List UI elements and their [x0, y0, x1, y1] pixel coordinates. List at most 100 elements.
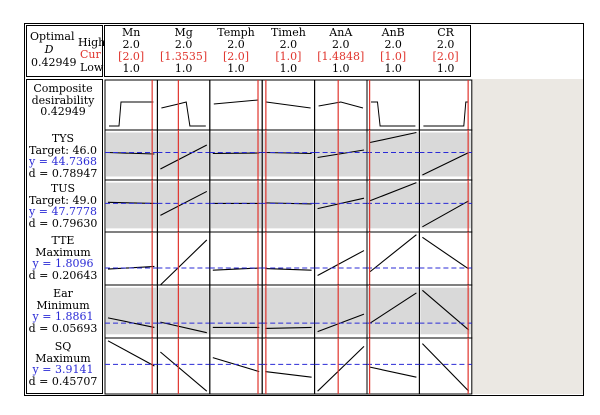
shaded-band [106, 182, 157, 229]
factor-low-3: 1.0 [227, 62, 245, 75]
shaded-band [210, 132, 262, 177]
plot-cell [209, 231, 263, 286]
plot-cell [366, 231, 420, 286]
plot-cell [104, 231, 158, 286]
plot-cell [156, 231, 211, 286]
response-trace [107, 317, 155, 328]
shaded-band [420, 182, 471, 229]
shaded-band [368, 132, 419, 177]
plot-cell [104, 337, 158, 395]
response-4-l3: y = 1.8096 [32, 257, 94, 270]
response-5-l3: y = 1.8861 [32, 310, 94, 323]
response-3-l4: d = 0.79630 [28, 216, 98, 230]
factor-name-4: Timeh [270, 26, 306, 39]
plot-cell [156, 337, 211, 395]
side-panel [472, 79, 583, 394]
factor-cur-3: [2.0] [222, 50, 250, 63]
plot-cell [261, 337, 316, 395]
response-trace [212, 152, 260, 155]
desirability-trace [161, 101, 206, 127]
factor-name-2: Mg [174, 26, 193, 39]
response-1-l2: desirability [31, 93, 95, 107]
shaded-band [368, 182, 419, 229]
optimal-title: Optimal [30, 30, 75, 43]
plot-cell [104, 79, 158, 131]
response-6-l3: y = 3.9141 [32, 363, 94, 376]
plot-cell [209, 337, 263, 395]
shaded-band [158, 132, 209, 177]
optimal-d-value: 0.42949 [31, 56, 77, 69]
shaded-band [158, 287, 209, 335]
plot-cell [156, 79, 211, 131]
factor-cur-6: [1.0] [380, 50, 407, 63]
optimal-d-label: D [44, 43, 54, 56]
plot-cell [261, 231, 316, 286]
response-5-l2: Minimum [36, 298, 90, 312]
plot-cell [209, 79, 263, 131]
factor-cur-1: [2.0] [118, 50, 145, 63]
shaded-band [263, 287, 314, 335]
desirability-trace [109, 101, 154, 127]
shaded-band [263, 132, 314, 177]
factor-high-2: 2.0 [174, 38, 193, 51]
response-trace [369, 234, 417, 273]
factor-low-4: 1.0 [279, 62, 298, 75]
response-2-l1: TYS [51, 132, 75, 145]
response-6-l2: Maximum [35, 351, 91, 365]
response-trace [369, 182, 417, 202]
response-trace [160, 144, 208, 170]
response-trace [422, 200, 470, 228]
factor-name-1: Mn [122, 26, 141, 39]
response-4-l4: d = 0.20643 [28, 268, 98, 282]
cur-label: Cur [80, 48, 101, 61]
factor-cur-4: [1.0] [275, 50, 302, 63]
factor-name-6: AnB [381, 26, 405, 39]
response-trace [107, 340, 155, 367]
response-trace [160, 351, 208, 392]
plot-cell [366, 337, 420, 395]
response-trace [422, 236, 470, 270]
low-label: Low [80, 61, 104, 74]
response-labels [26, 79, 103, 394]
factor-high-7: 2.0 [436, 38, 455, 51]
factor-low-1: 1.0 [122, 62, 140, 75]
plot-cell [314, 337, 368, 395]
desirability-trace [266, 101, 311, 109]
factor-high-4: 2.0 [279, 38, 298, 51]
response-trace [422, 152, 470, 176]
response-trace [160, 321, 207, 334]
response-4-l1: TTE [51, 234, 75, 247]
response-3-l1: TUS [50, 182, 76, 195]
desirability-trace [371, 101, 416, 127]
response-1-l3: 0.42949 [40, 105, 86, 118]
factor-cur-5: [1.4848] [317, 50, 365, 63]
response-4-l2: Maximum [35, 245, 91, 259]
shaded-band [263, 182, 314, 229]
shaded-band [315, 132, 366, 177]
factor-low-2: 1.0 [174, 62, 193, 75]
desirability-trace [423, 101, 468, 127]
response-2-l4: d = 0.78947 [28, 166, 98, 180]
response-2-l2: Target: 46.0 [29, 143, 97, 157]
shaded-band [210, 287, 262, 335]
response-3-l2: Target: 49.0 [29, 193, 97, 207]
response-trace [160, 239, 208, 286]
plot-cell [418, 337, 473, 395]
factor-high-1: 2.0 [122, 38, 140, 51]
plot-cell [366, 79, 420, 131]
factor-low-7: 1.0 [436, 62, 455, 75]
response-trace [265, 326, 312, 330]
response-trace [265, 371, 312, 378]
factor-header [104, 25, 471, 77]
factor-name-5: AnA [329, 26, 353, 39]
factor-high-6: 2.0 [384, 38, 402, 51]
response-2-l3: y = 44.7368 [29, 155, 97, 168]
response-trace [369, 131, 417, 144]
factor-cur-7: [2.0] [432, 50, 459, 63]
response-trace [317, 250, 365, 276]
shaded-band [420, 132, 471, 177]
response-trace [422, 343, 470, 392]
factor-high-5: 2.0 [332, 38, 350, 51]
